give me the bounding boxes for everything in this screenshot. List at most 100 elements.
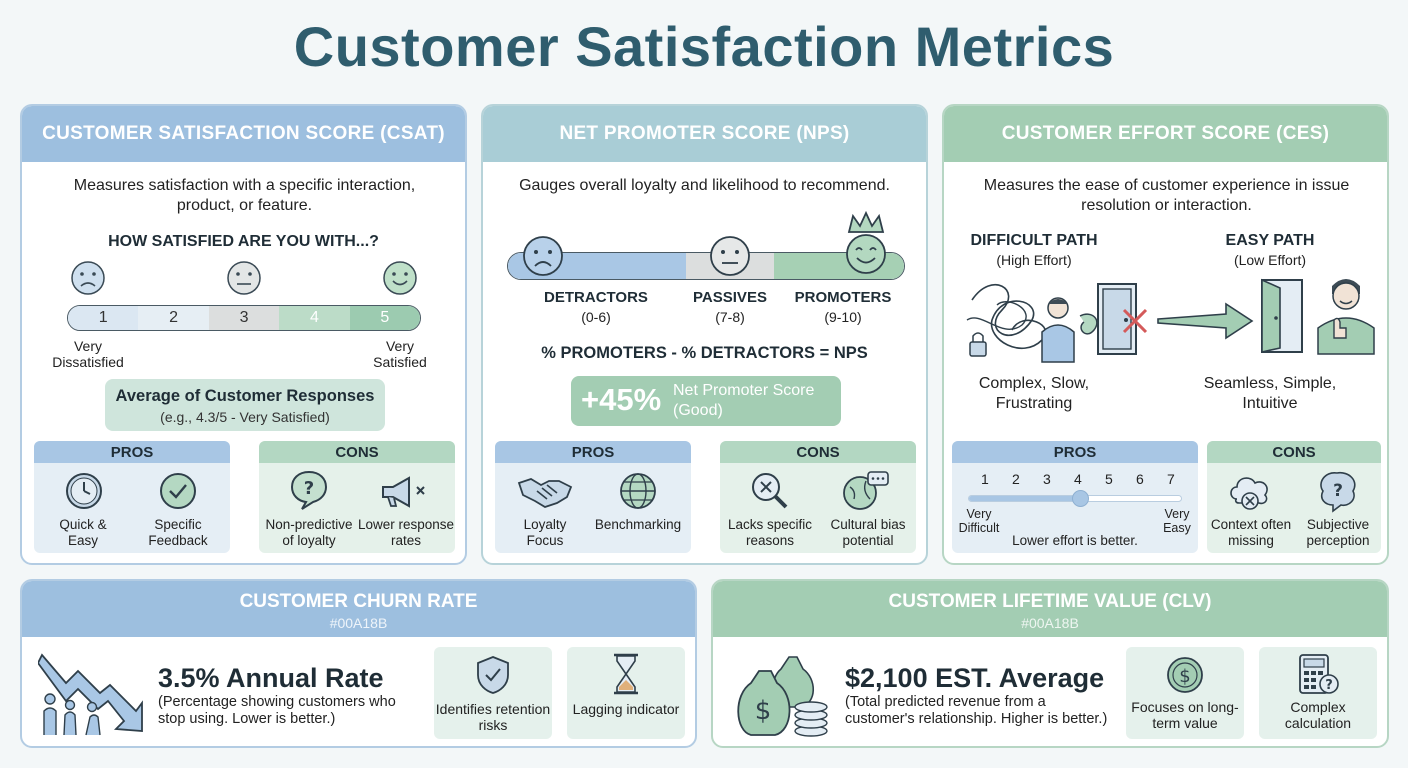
tangled-path-icon	[966, 283, 1098, 363]
csat-cons-label: CONS	[259, 441, 455, 463]
locked-door-icon	[1097, 283, 1148, 355]
nps-score-box: +45% Net Promoter Score (Good)	[571, 376, 841, 426]
magnifier-x-icon	[752, 473, 788, 509]
churn-down-arrow-people-icon	[38, 653, 143, 736]
csat-question: HOW SATISFIED ARE YOU WITH...?	[108, 233, 379, 250]
neutral-face-icon	[710, 236, 750, 276]
csat-pros-label: PROS	[34, 441, 230, 463]
sad-face-icon	[71, 261, 105, 295]
csat-con-2: Lower response rates	[357, 517, 455, 548]
ces-difficult-title: DIFFICULT PATH	[970, 232, 1098, 249]
clv-item-2-label: Complex calculation	[1284, 699, 1352, 731]
handshake-icon	[517, 478, 573, 508]
nps-score-note: (Good)	[673, 402, 723, 419]
brain-question-icon: ?	[1320, 471, 1356, 513]
clv-header: CUSTOMER LIFETIME VALUE (CLV)	[888, 591, 1212, 612]
nps-cons-label: CONS	[720, 441, 916, 463]
open-door-icon	[1261, 278, 1303, 353]
nps-pro-2: Benchmarking	[594, 517, 682, 532]
churn-header: CUSTOMER CHURN RATE	[239, 591, 478, 612]
clv-code: #00A18B	[1021, 615, 1079, 631]
clv-headline: $2,100 EST. Average	[845, 663, 1105, 693]
csat-pros-box: PROS Quick & Easy Specific Feedback	[34, 441, 230, 553]
ces-difficult-sub: (High Effort)	[996, 252, 1072, 268]
csat-description: Measures satisfaction with a specific in…	[73, 177, 416, 214]
ces-high-label: Very Easy	[1163, 507, 1191, 535]
csat-scale-1[interactable]: 1	[68, 306, 139, 330]
nps-con-2: Cultural bias potential	[830, 517, 906, 548]
csat-scale-5[interactable]: 5	[349, 306, 420, 330]
clv-item-2: ? Complex calculation	[1259, 647, 1377, 739]
ces-easy-sub: (Low Effort)	[1233, 252, 1307, 268]
nps-score-label: Net Promoter Score	[673, 382, 815, 399]
churn-code: #00A18B	[329, 615, 388, 631]
clv-header-bar: CUSTOMER LIFETIME VALUE (CLV) #00A18B	[713, 581, 1387, 637]
happy-person-thumbs-up-icon	[1317, 279, 1375, 355]
svg-text:$: $	[1179, 666, 1190, 687]
ces-con-1: Context often missing	[1210, 517, 1292, 548]
ces-easy-desc: Seamless, Simple, Intuitive	[1203, 375, 1337, 412]
ces-slider-fill	[969, 496, 1080, 501]
crowned-happy-face-icon	[846, 210, 886, 274]
churn-headline: 3.5% Annual Rate	[158, 663, 384, 693]
csat-header: CUSTOMER SATISFACTION SCORE (CSAT)	[22, 106, 465, 162]
svg-text:?: ?	[1333, 481, 1343, 501]
csat-pro-2: Specific Feedback	[148, 517, 208, 548]
csat-pro-1: Quick & Easy	[59, 517, 107, 548]
csat-high-label: Very Satisfied	[373, 338, 427, 370]
ces-pros-box: PROS 1 2 3 4 5 6 7 Very Difficult Very Easy Lo…	[952, 441, 1198, 553]
nps-range-promoters: (9-10)	[824, 309, 862, 325]
nps-formula: % PROMOTERS - % DETRACTORS = NPS	[541, 344, 868, 362]
clv-item-1-label: Focuses on long-term value	[1131, 699, 1239, 731]
csat-scale-3[interactable]: 3	[208, 306, 280, 330]
clv-note: (Total predicted revenue from a customer…	[845, 694, 1108, 727]
nps-header: NET PROMOTER SCORE (NPS)	[483, 106, 926, 162]
megaphone-icon	[382, 476, 425, 508]
churn-item-2: Lagging indicator	[567, 647, 685, 739]
csat-scale-4[interactable]: 4	[279, 306, 350, 330]
nps-description: Gauges overall loyalty and likelihood to…	[519, 177, 890, 194]
csat-card: CUSTOMER SATISFACTION SCORE (CSAT) Measu…	[20, 104, 467, 565]
csat-scale-2[interactable]: 2	[138, 306, 209, 330]
nps-group-passives: PASSIVES	[693, 289, 767, 306]
ces-slider-thumb[interactable]	[1071, 490, 1089, 507]
ces-pros-label: PROS	[952, 441, 1198, 463]
globe-icon	[620, 473, 656, 509]
ces-scale-note: Lower effort is better.	[1012, 533, 1138, 548]
ces-scale-tick: 6	[1136, 471, 1144, 487]
ces-slider-track[interactable]	[968, 490, 1182, 507]
ces-difficult-desc: Complex, Slow, Frustrating	[978, 375, 1090, 412]
nps-card: NET PROMOTER SCORE (NPS) Gauges overall …	[481, 104, 928, 565]
money-bags-coins-icon: $	[737, 656, 828, 737]
csat-result-sub: (e.g., 4.3/5 - Very Satisfied)	[160, 409, 330, 425]
csat-cons-box: CONS ? Non-predictive of loyalty Lower r…	[259, 441, 455, 553]
churn-item-1-label: Identifies retention risks	[435, 701, 551, 733]
page-title: Customer Satisfaction Metrics	[293, 15, 1115, 78]
clv-item-1: $ Focuses on long-term value	[1126, 647, 1244, 739]
svg-text:$: $	[755, 696, 772, 726]
cloud-x-icon	[1230, 477, 1268, 510]
shield-check-icon	[477, 656, 509, 694]
ces-scale-ticks: 1 2 3 4 5 6 7	[981, 471, 1175, 489]
csat-scale: 1 2 3 4 5	[67, 305, 421, 331]
globe-chat-icon	[843, 471, 889, 510]
ces-scale-tick: 5	[1105, 471, 1113, 487]
svg-text:?: ?	[304, 478, 314, 499]
svg-text:?: ?	[1325, 678, 1333, 693]
churn-header-bar: CUSTOMER CHURN RATE #00A18B	[22, 581, 695, 637]
clock-icon	[66, 473, 102, 509]
nps-pro-1: Loyalty Focus	[523, 517, 567, 548]
calculator-question-icon: ?	[1299, 654, 1339, 694]
ces-description: Measures the ease of customer experience…	[983, 177, 1350, 214]
ces-cons-box: CONS ? Context often missing Subjective …	[1207, 441, 1381, 553]
nps-pros-label: PROS	[495, 441, 691, 463]
ces-scale-tick: 3	[1043, 471, 1051, 487]
ces-con-2: Subjective perception	[1306, 517, 1370, 548]
csat-con-1: Non-predictive of loyalty	[265, 517, 353, 548]
nps-score-value: +45%	[581, 382, 662, 417]
ces-scale-tick: 4	[1074, 471, 1082, 487]
churn-item-1: Identifies retention risks	[434, 647, 552, 739]
ces-low-label: Very Difficult	[958, 507, 1000, 535]
nps-group-detractors: DETRACTORS	[544, 289, 648, 306]
checkmark-icon	[160, 473, 196, 509]
